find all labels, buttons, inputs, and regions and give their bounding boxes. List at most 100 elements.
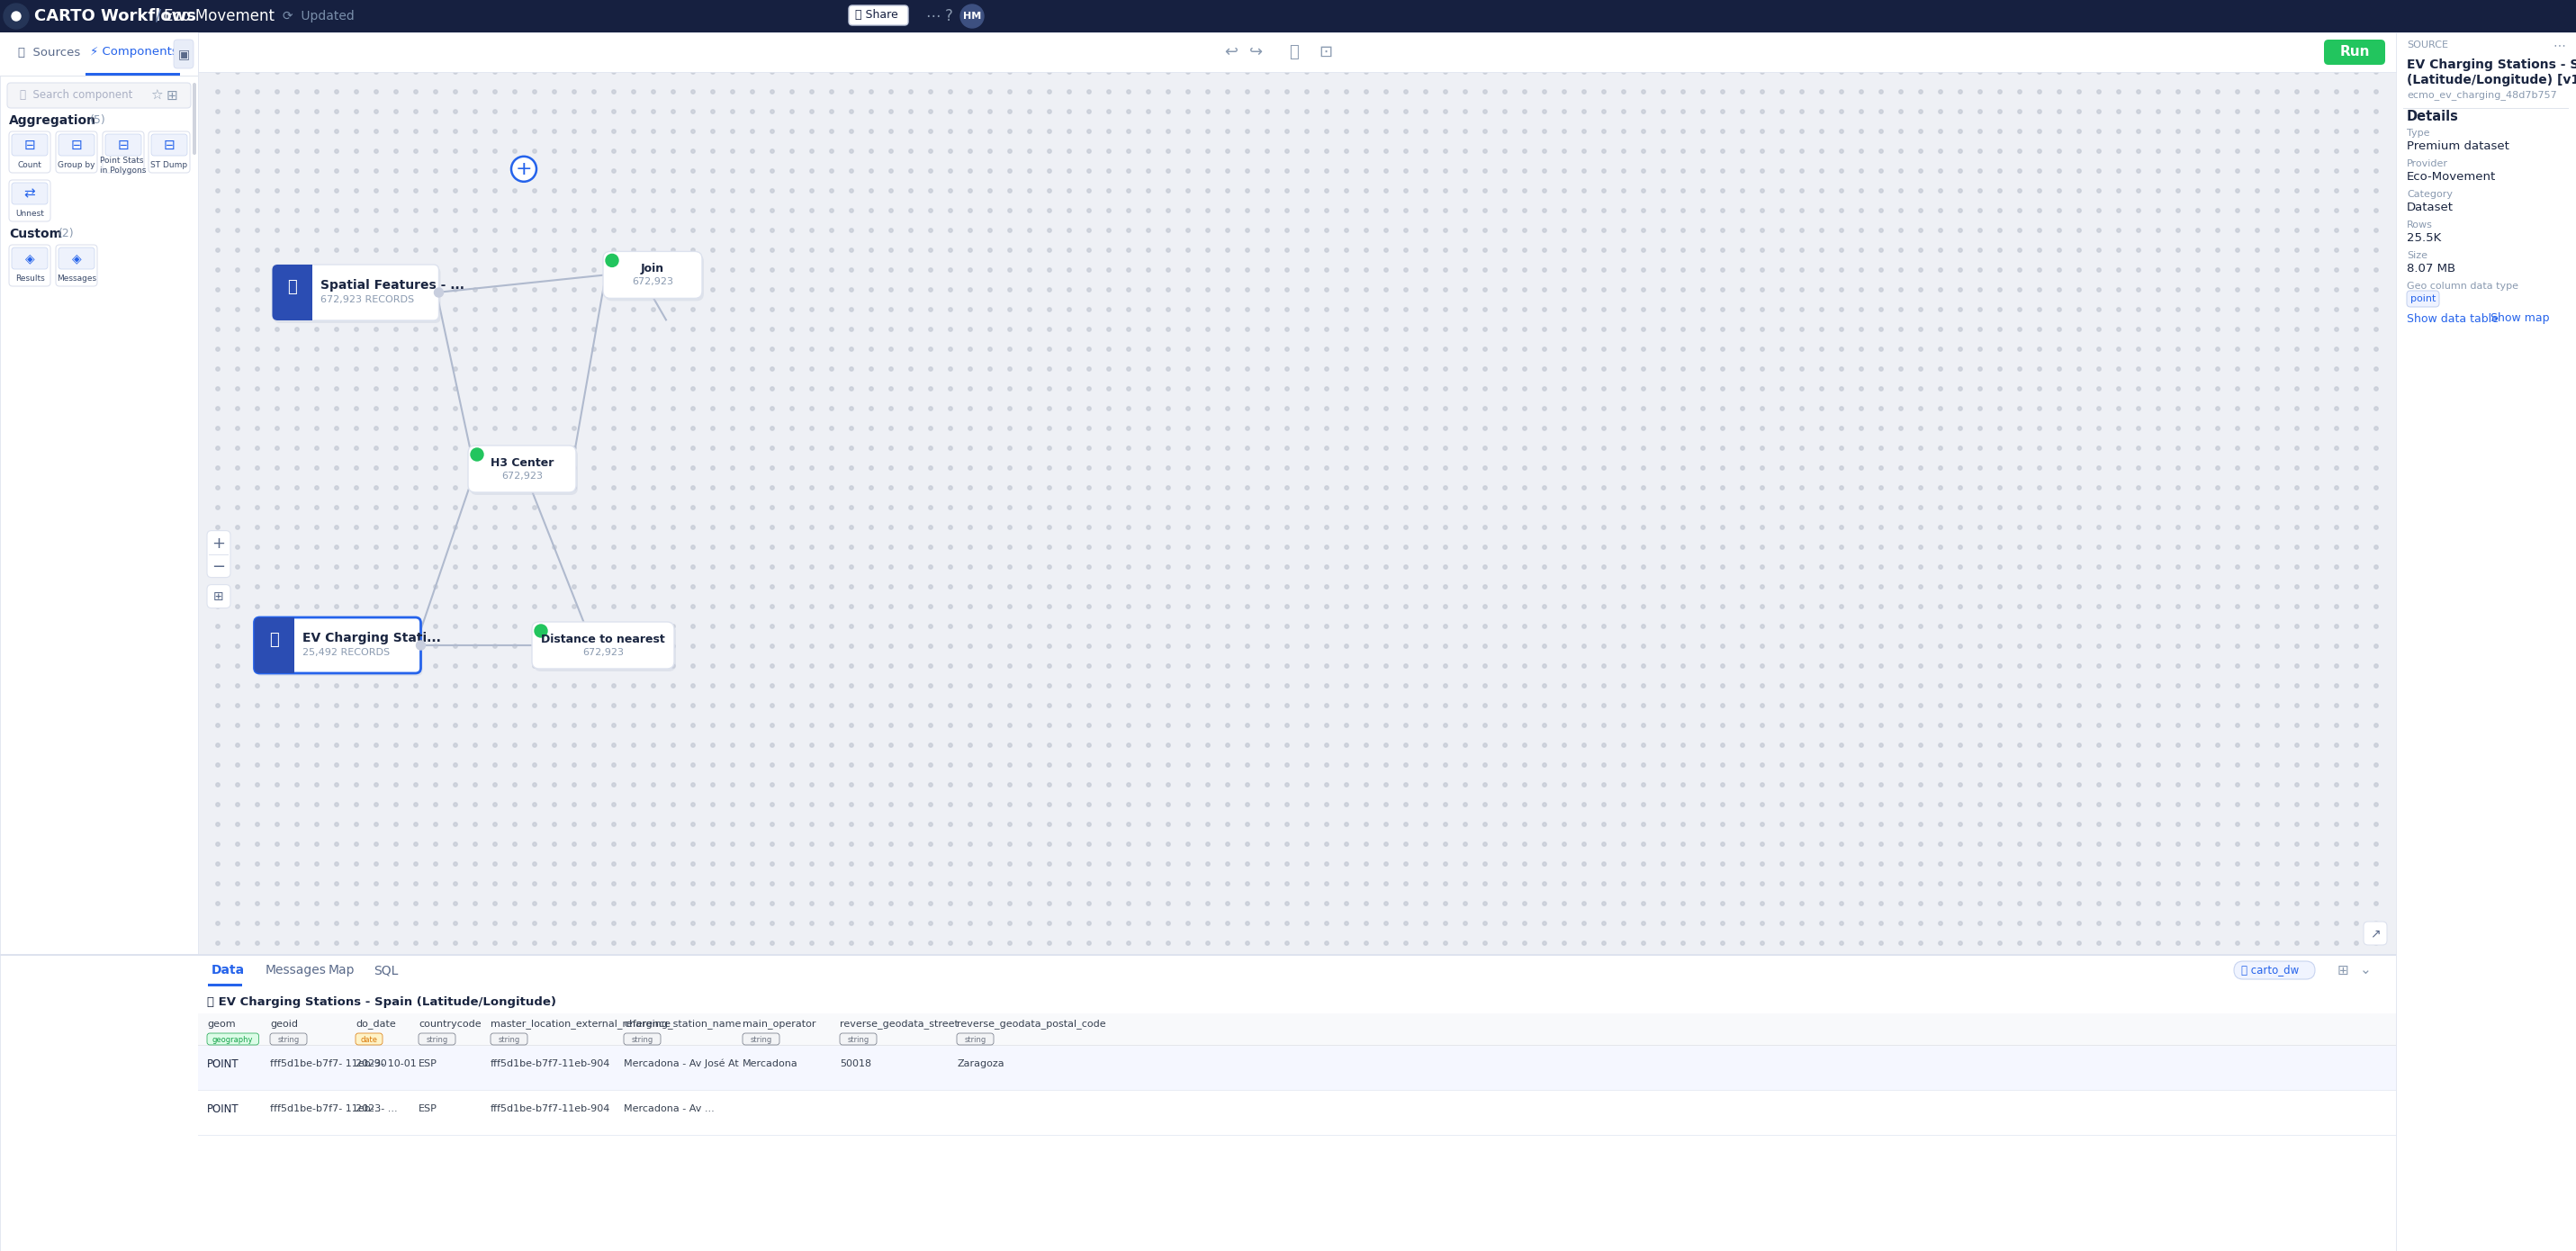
Circle shape	[1839, 644, 1844, 648]
Circle shape	[1940, 644, 1942, 648]
Circle shape	[572, 604, 577, 608]
Circle shape	[1819, 308, 1824, 311]
Circle shape	[1978, 209, 1981, 213]
Circle shape	[533, 149, 536, 153]
Circle shape	[1087, 604, 1092, 608]
Circle shape	[474, 783, 477, 787]
Circle shape	[829, 209, 835, 213]
Circle shape	[690, 703, 696, 708]
Circle shape	[1999, 763, 2002, 767]
Circle shape	[1206, 268, 1211, 271]
Circle shape	[1819, 169, 1824, 173]
Circle shape	[1108, 525, 1110, 529]
Circle shape	[868, 90, 873, 94]
Circle shape	[216, 427, 219, 430]
Circle shape	[2136, 604, 2141, 608]
Circle shape	[690, 803, 696, 807]
Circle shape	[969, 902, 971, 906]
FancyBboxPatch shape	[255, 618, 420, 673]
Circle shape	[1066, 189, 1072, 193]
Circle shape	[551, 328, 556, 332]
Circle shape	[1306, 467, 1309, 470]
Circle shape	[1206, 149, 1211, 153]
Circle shape	[216, 584, 219, 589]
Circle shape	[1345, 248, 1347, 253]
Circle shape	[652, 822, 654, 827]
Circle shape	[1700, 129, 1705, 134]
Circle shape	[492, 209, 497, 213]
Circle shape	[969, 862, 971, 866]
Circle shape	[1780, 743, 1785, 747]
Circle shape	[2316, 803, 2318, 807]
Circle shape	[791, 922, 793, 926]
Circle shape	[1623, 169, 1625, 173]
Circle shape	[1126, 703, 1131, 708]
Circle shape	[572, 783, 577, 787]
Circle shape	[1324, 822, 1329, 827]
Circle shape	[1066, 467, 1072, 470]
Circle shape	[652, 604, 654, 608]
Circle shape	[1741, 308, 1744, 311]
Circle shape	[2295, 941, 2298, 946]
Circle shape	[1087, 248, 1092, 253]
Circle shape	[2117, 763, 2120, 767]
Circle shape	[930, 248, 933, 253]
Circle shape	[1919, 308, 1922, 311]
Circle shape	[2156, 822, 2161, 827]
Circle shape	[652, 110, 654, 114]
Circle shape	[296, 467, 299, 470]
Circle shape	[415, 922, 417, 926]
Text: string: string	[963, 1036, 987, 1043]
Circle shape	[2038, 348, 2043, 352]
Circle shape	[374, 644, 379, 648]
Circle shape	[1285, 684, 1288, 688]
Circle shape	[791, 229, 793, 233]
Circle shape	[453, 783, 459, 787]
Circle shape	[2236, 763, 2239, 767]
Circle shape	[1383, 70, 1388, 74]
Circle shape	[1007, 427, 1012, 430]
Circle shape	[1878, 90, 1883, 94]
Circle shape	[829, 882, 835, 886]
Circle shape	[750, 248, 755, 253]
Circle shape	[1641, 584, 1646, 589]
Circle shape	[533, 129, 536, 134]
Circle shape	[415, 308, 417, 311]
Circle shape	[1741, 604, 1744, 608]
Circle shape	[1126, 229, 1131, 233]
Circle shape	[1463, 367, 1468, 372]
Circle shape	[1066, 902, 1072, 906]
Circle shape	[750, 842, 755, 846]
Circle shape	[868, 743, 873, 747]
Circle shape	[1146, 229, 1151, 233]
Circle shape	[1641, 684, 1646, 688]
Circle shape	[1623, 110, 1625, 114]
Circle shape	[2076, 110, 2081, 114]
Circle shape	[989, 743, 992, 747]
Circle shape	[1185, 684, 1190, 688]
Circle shape	[1126, 328, 1131, 332]
Circle shape	[1561, 922, 1566, 926]
Circle shape	[868, 387, 873, 390]
Circle shape	[1126, 842, 1131, 846]
Circle shape	[1484, 387, 1486, 390]
Circle shape	[1801, 209, 1803, 213]
Circle shape	[1108, 902, 1110, 906]
Text: Eco Movement: Eco Movement	[165, 8, 276, 24]
Circle shape	[1780, 110, 1785, 114]
Circle shape	[2058, 803, 2061, 807]
Circle shape	[969, 644, 971, 648]
Circle shape	[255, 941, 260, 946]
Circle shape	[355, 50, 358, 54]
Circle shape	[276, 367, 278, 372]
FancyBboxPatch shape	[603, 251, 703, 298]
Circle shape	[1978, 467, 1981, 470]
Circle shape	[276, 624, 278, 628]
Circle shape	[1602, 308, 1605, 311]
Circle shape	[2076, 803, 2081, 807]
Circle shape	[868, 862, 873, 866]
Circle shape	[1146, 664, 1151, 668]
Circle shape	[652, 209, 654, 213]
Circle shape	[1978, 565, 1981, 569]
Circle shape	[829, 902, 835, 906]
